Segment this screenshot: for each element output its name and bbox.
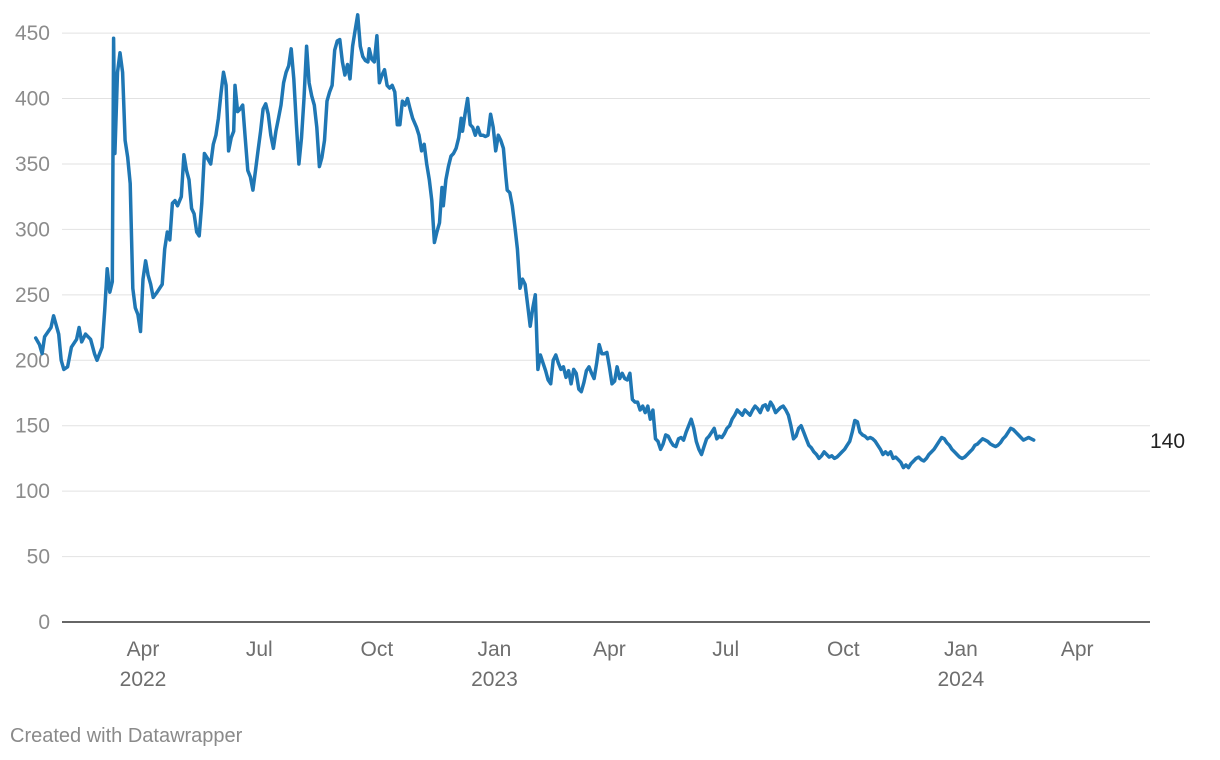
x-tick-label: Jan xyxy=(944,638,978,661)
line-chart: 0 50 100 150 200 250 300 350 400 450 Apr 2022 Jul Oc… xyxy=(15,13,1185,691)
y-axis-tick-labels: 0 50 100 150 200 250 300 350 400 450 xyxy=(15,22,50,634)
x-tick-year-label: 2024 xyxy=(938,668,985,691)
y-tick-label: 350 xyxy=(15,153,50,176)
x-tick-label: Jul xyxy=(712,638,739,661)
x-tick-label: Oct xyxy=(827,638,860,661)
y-tick-label: 150 xyxy=(15,415,50,438)
x-tick-year-label: 2023 xyxy=(471,668,518,691)
y-tick-label: 0 xyxy=(38,611,50,634)
x-tick-label: Apr xyxy=(1061,638,1094,661)
x-tick-label: Apr xyxy=(593,638,626,661)
y-tick-label: 300 xyxy=(15,218,50,241)
x-axis-tick-labels: Apr 2022 Jul Oct Jan 2023 Apr Jul Oct Jan 2024 Apr xyxy=(120,638,1094,691)
y-tick-label: 400 xyxy=(15,88,50,111)
x-tick-label: Jan xyxy=(478,638,512,661)
footer-credit: Created with Datawrapper xyxy=(10,725,243,747)
x-tick-label: Apr xyxy=(127,638,160,661)
end-value-label: 140 xyxy=(1150,430,1185,453)
x-tick-label: Oct xyxy=(361,638,394,661)
grid-lines xyxy=(62,32,1150,623)
x-tick-label: Jul xyxy=(246,638,273,661)
x-tick-year-label: 2022 xyxy=(120,668,167,691)
y-tick-label: 250 xyxy=(15,284,50,307)
series-line xyxy=(33,13,1036,470)
y-tick-label: 50 xyxy=(27,546,50,569)
y-tick-label: 200 xyxy=(15,349,50,372)
y-tick-label: 100 xyxy=(15,480,50,503)
y-tick-label: 450 xyxy=(15,22,50,45)
